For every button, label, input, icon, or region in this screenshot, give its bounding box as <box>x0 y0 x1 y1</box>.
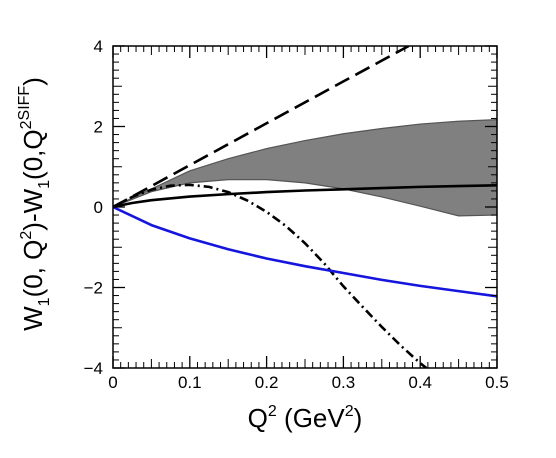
x-tick-label: 0.1 <box>178 373 202 392</box>
x-tick-label: 0 <box>108 373 117 392</box>
series-layer <box>113 46 497 368</box>
x-axis: 0 0.1 0.2 0.3 0.4 0.5 <box>108 46 509 392</box>
y-tick-label: 0 <box>94 198 103 217</box>
y-tick-label: −4 <box>84 359 103 378</box>
x-tick-label: 0.2 <box>255 373 279 392</box>
uncertainty-band <box>113 119 497 217</box>
y-axis-title: W1(0, Q2)-W1(0,Q2SIFF) <box>16 77 53 331</box>
uncertainty-band-layer <box>113 119 497 217</box>
y-tick-label: 2 <box>94 118 103 137</box>
blue-solid-curve <box>113 205 497 298</box>
x-tick-label: 0.3 <box>332 373 356 392</box>
x-axis-title: Q2 (GeV2) <box>248 403 363 433</box>
y-tick-label: 4 <box>94 37 103 56</box>
dashed-curve <box>113 46 410 209</box>
x-tick-label: 0.5 <box>485 373 509 392</box>
y-tick-label: −2 <box>84 279 103 298</box>
y-axis: −4 −2 0 2 4 <box>84 37 497 378</box>
black-solid-curve <box>113 183 497 209</box>
x-tick-label: 0.4 <box>408 373 432 392</box>
dash-dot-curve <box>113 183 428 368</box>
